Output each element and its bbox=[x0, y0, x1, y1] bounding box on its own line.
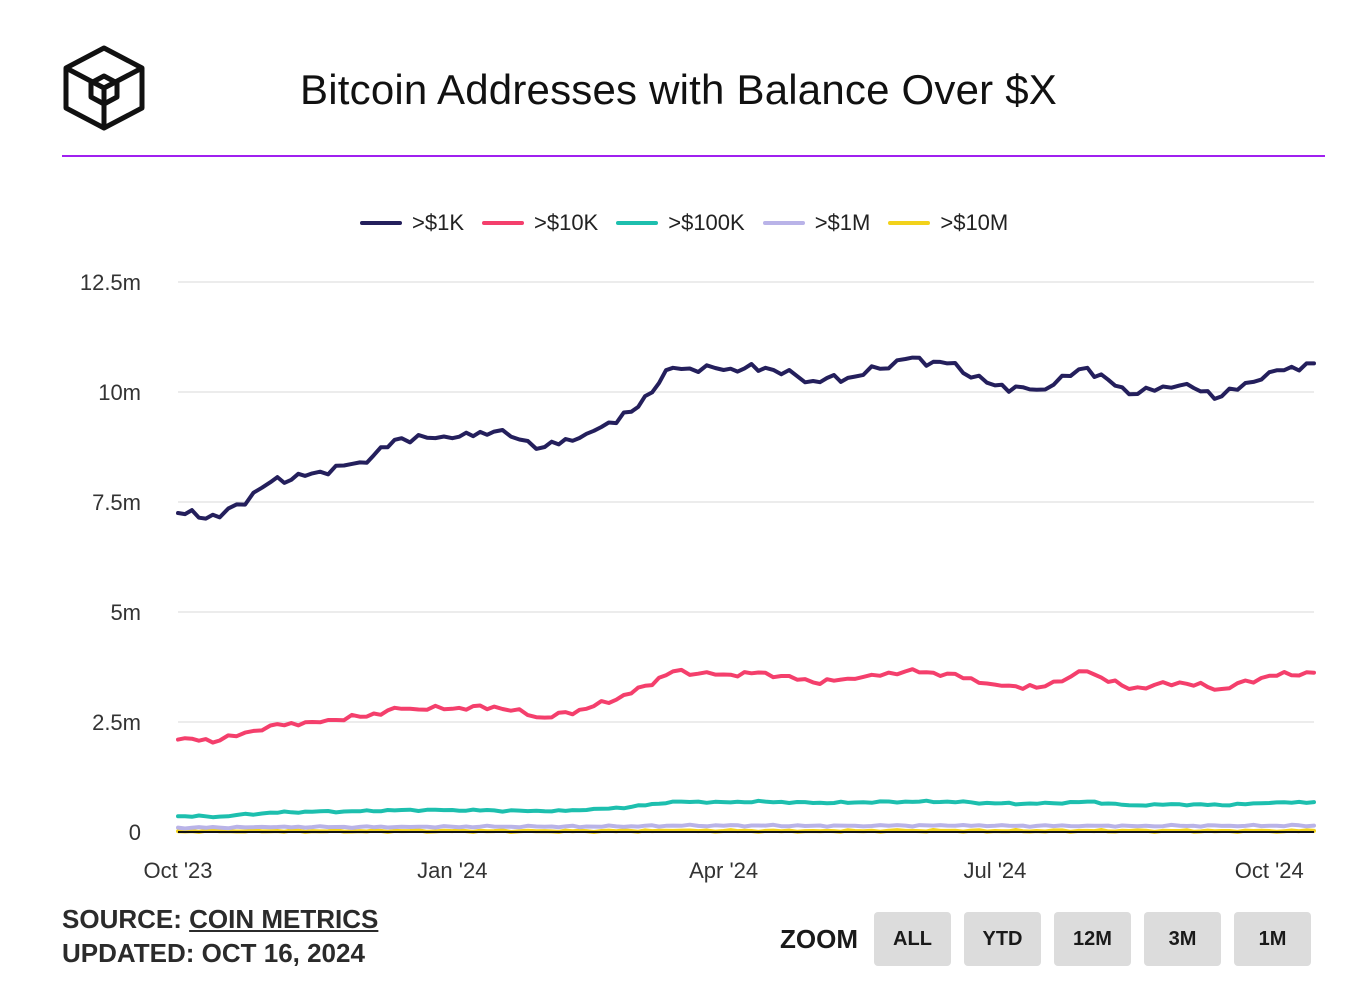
zoom-1m-button[interactable]: 1M bbox=[1234, 912, 1311, 966]
zoom-3m-button[interactable]: 3M bbox=[1144, 912, 1221, 966]
source-link[interactable]: COIN METRICS bbox=[189, 904, 379, 934]
zoom-all-button[interactable]: ALL bbox=[874, 912, 951, 966]
legend-label: >$10K bbox=[534, 210, 599, 235]
legend-label: >$100K bbox=[668, 210, 745, 235]
legend-label: >$1M bbox=[814, 210, 871, 235]
legend-label: >$1K bbox=[412, 210, 464, 235]
zoom-controls: ZOOM ALL YTD 12M 3M 1M bbox=[780, 912, 1311, 966]
legend-swatch bbox=[482, 221, 524, 225]
y-tick-label: 2.5m bbox=[92, 710, 141, 735]
legend-item[interactable]: >$1M bbox=[762, 210, 871, 236]
legend-swatch bbox=[616, 221, 659, 225]
zoom-label: ZOOM bbox=[780, 923, 858, 954]
source-prefix: SOURCE: bbox=[62, 904, 190, 934]
legend-item[interactable]: >$1K bbox=[360, 210, 464, 236]
x-tick-label: Oct '23 bbox=[143, 858, 212, 883]
y-tick-label: 5m bbox=[110, 600, 141, 625]
series-line bbox=[176, 667, 1316, 745]
cube-logo-icon bbox=[63, 45, 145, 131]
x-tick-label: Jan '24 bbox=[417, 858, 487, 883]
zoom-12m-button[interactable]: 12M bbox=[1054, 912, 1131, 966]
legend-swatch bbox=[762, 221, 805, 225]
chart-legend: >$1K >$10K >$100K >$1M >$10M bbox=[360, 210, 1008, 236]
series-line bbox=[176, 355, 1316, 521]
line-chart: 0 2.5m 5m 7.5m 10m 12.5m Oct '23 Jan '24 Apr '24… bbox=[80, 270, 1316, 883]
legend-item[interactable]: >$10K bbox=[482, 210, 598, 236]
y-tick-label: 7.5m bbox=[92, 490, 141, 515]
x-tick-label: Oct '24 bbox=[1235, 858, 1304, 883]
x-tick-label: Jul '24 bbox=[964, 858, 1027, 883]
title-divider bbox=[62, 155, 1325, 157]
legend-label: >$10M bbox=[940, 210, 1009, 235]
y-tick-label: 0 bbox=[129, 820, 141, 845]
series-line bbox=[176, 798, 1316, 820]
footer: SOURCE: COIN METRICS UPDATED: OCT 16, 20… bbox=[62, 902, 378, 970]
x-tick-label: Apr '24 bbox=[689, 858, 758, 883]
zoom-ytd-button[interactable]: YTD bbox=[964, 912, 1041, 966]
y-tick-label: 10m bbox=[98, 380, 141, 405]
legend-item[interactable]: >$10M bbox=[888, 210, 1008, 236]
y-tick-label: 12.5m bbox=[80, 270, 141, 295]
legend-swatch bbox=[360, 221, 402, 225]
updated-line: UPDATED: OCT 16, 2024 bbox=[62, 938, 365, 968]
source-line: SOURCE: COIN METRICS bbox=[62, 902, 378, 936]
chart-title: Bitcoin Addresses with Balance Over $X bbox=[300, 66, 1057, 113]
series-line bbox=[176, 822, 1316, 831]
legend-swatch bbox=[888, 221, 931, 225]
legend-item[interactable]: >$100K bbox=[616, 210, 745, 236]
